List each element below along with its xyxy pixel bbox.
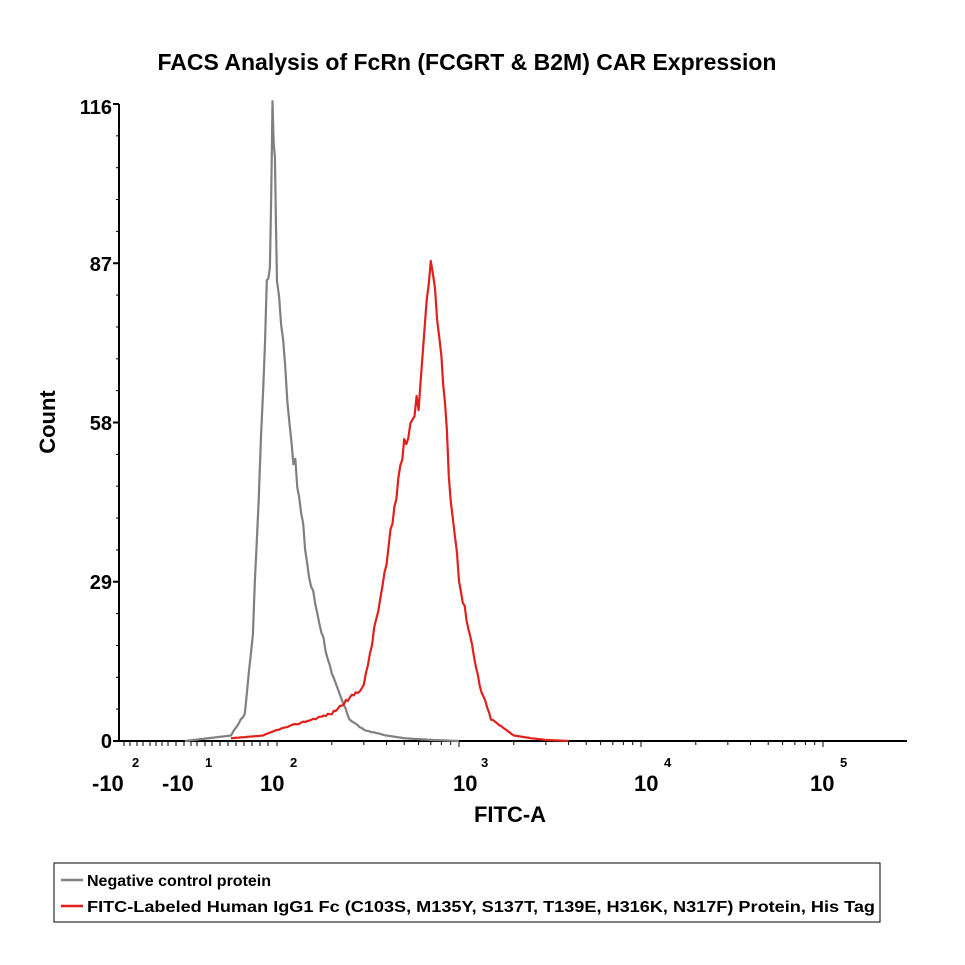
x-tick-label-1e2-exp: 2	[290, 755, 297, 770]
x-tick-label-1e4-exp: 4	[664, 755, 672, 770]
y-tick-label-116: 116	[80, 97, 112, 119]
x-tick-label-neg-1e2-base: -10	[92, 771, 124, 796]
legend: Negative control protein FITC-Labeled Hu…	[53, 862, 881, 923]
x-tick-label-1e5-exp: 5	[840, 755, 847, 770]
y-axis-label: Count	[35, 390, 60, 454]
series-negative-control-line	[184, 100, 460, 743]
plot-area	[113, 100, 907, 747]
legend-box	[53, 862, 881, 923]
x-tick-label-1e5-base: 10	[810, 771, 834, 796]
x-tick-label-neg-1e1-base: -10	[162, 771, 194, 796]
y-tick-label-58: 58	[90, 413, 112, 435]
x-tick-label-neg-1e2-exp: 2	[132, 755, 139, 770]
x-tick-label-1e3-base: 10	[453, 771, 477, 796]
y-tick-label-0: 0	[101, 731, 112, 753]
x-tick-label-1e4-base: 10	[634, 771, 658, 796]
x-tick-label-1e3-exp: 3	[481, 755, 488, 770]
y-tick-label-29: 29	[90, 572, 112, 594]
x-axis-label: FITC-A	[474, 802, 546, 827]
legend-label-negative-control: Negative control protein	[87, 873, 271, 890]
x-minor-ticks	[123, 741, 824, 747]
y-major-ticks	[113, 103, 119, 742]
x-tick-label-neg-1e1-exp: 1	[205, 755, 212, 770]
y-tick-label-87: 87	[90, 254, 112, 276]
chart-title: FACS Analysis of FcRn (FCGRT & B2M) CAR …	[158, 49, 777, 75]
legend-label-fitc-labeled: FITC-Labeled Human IgG1 Fc (C103S, M135Y…	[87, 899, 875, 916]
series-fitc-labeled-line	[230, 259, 569, 743]
x-tick-label-1e2-base: 10	[260, 771, 284, 796]
